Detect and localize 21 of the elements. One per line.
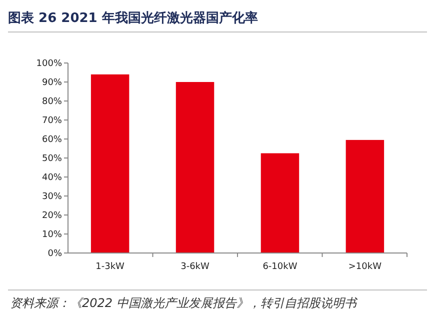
y-tick-label: 70% [42,116,62,126]
text: 资料来源：《2022 中国激光产业发展报告》，转引自招股说明书 [10,296,358,310]
x-tick-label: 6-10kW [262,262,298,272]
y-tick-label: 100% [36,59,62,70]
bar [260,153,300,253]
x-tick-label: >10kW [348,262,382,272]
y-tick-label: 10% [42,230,62,240]
x-tick-label: 3-6kW [180,262,210,272]
y-tick-label: 30% [42,192,62,202]
y-tick-label: 60% [42,135,62,146]
y-tick-label: 40% [42,173,62,184]
bar [176,82,214,253]
bar [346,140,384,253]
y-tick-label: 90% [42,78,62,88]
y-tick-label: 50% [42,154,62,164]
y-tick-label: 80% [42,97,62,108]
y-tick-label: 20% [42,211,62,222]
chart-title: 图表 26 2021 年我国光纤激光器国产化率 [8,10,258,26]
y-tick-label: 0% [48,249,62,260]
x-tick-label: 1-3kW [96,262,125,272]
bar [90,74,130,253]
